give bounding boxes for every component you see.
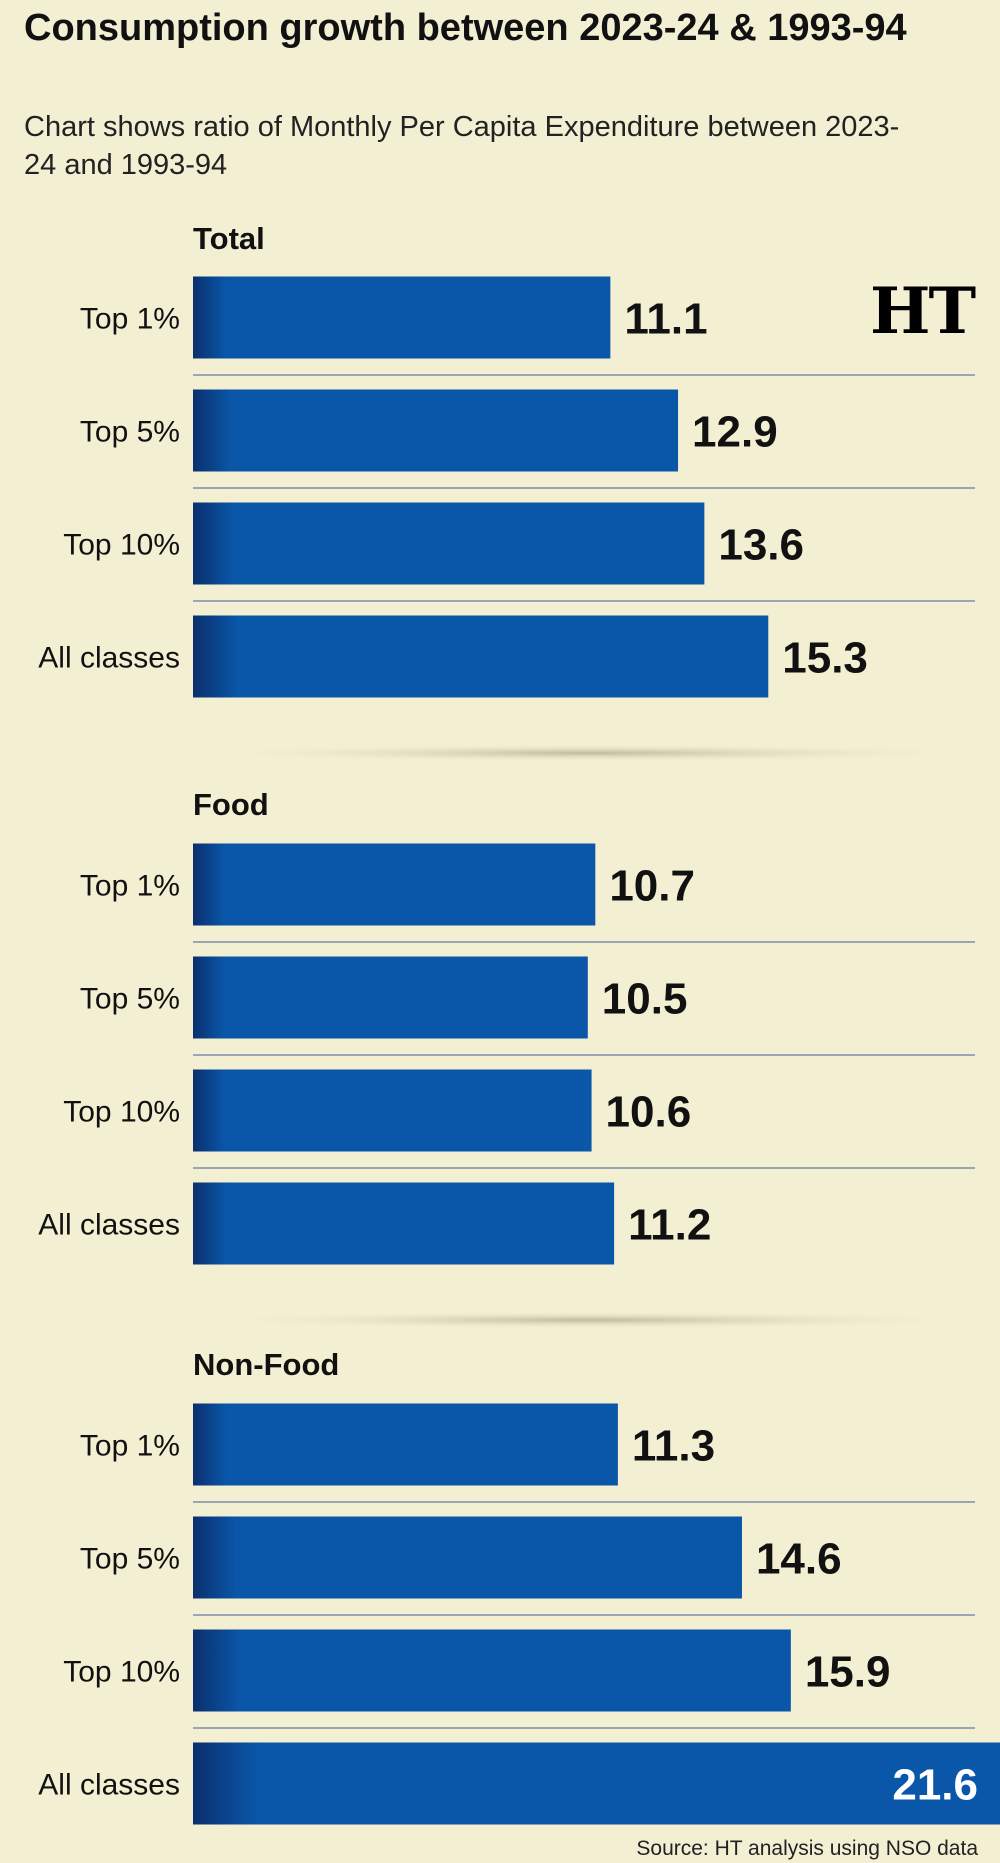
category-label: Top 10% bbox=[63, 1656, 180, 1689]
panel-title: Total bbox=[193, 221, 265, 256]
value-label: 10.7 bbox=[609, 862, 695, 911]
panel-title: Non-Food bbox=[193, 1347, 339, 1382]
value-label: 13.6 bbox=[718, 521, 804, 570]
bar bbox=[193, 1182, 615, 1265]
bar bbox=[193, 1629, 791, 1712]
category-label: All classes bbox=[38, 1209, 180, 1242]
bar bbox=[193, 956, 588, 1039]
bar bbox=[193, 1403, 618, 1486]
category-label: Top 5% bbox=[80, 983, 180, 1016]
value-label: 10.5 bbox=[602, 975, 688, 1024]
bar bbox=[193, 1069, 592, 1152]
source-note: Source: HT analysis using NSO data bbox=[636, 1837, 978, 1860]
panel-separator bbox=[190, 1311, 990, 1329]
panel-title: Food bbox=[193, 787, 269, 822]
category-label: All classes bbox=[38, 642, 180, 675]
chart-title: Consumption growth between 2023-24 & 199… bbox=[24, 7, 907, 49]
value-label: 21.6 bbox=[892, 1761, 978, 1810]
category-label: Top 1% bbox=[80, 1430, 180, 1463]
bar bbox=[193, 389, 679, 472]
category-label: All classes bbox=[38, 1769, 180, 1802]
bar bbox=[193, 615, 769, 698]
value-label: 10.6 bbox=[606, 1088, 692, 1137]
ht-logo: HT bbox=[870, 274, 976, 349]
category-label: Top 5% bbox=[80, 416, 180, 449]
value-label: 11.2 bbox=[628, 1201, 711, 1250]
category-label: Top 1% bbox=[80, 303, 180, 336]
value-label: 12.9 bbox=[692, 408, 778, 457]
bar bbox=[193, 1516, 742, 1599]
value-label: 11.3 bbox=[632, 1422, 715, 1471]
category-label: Top 10% bbox=[63, 529, 180, 562]
value-label: 11.1 bbox=[624, 295, 707, 344]
bar bbox=[193, 502, 705, 585]
bar bbox=[193, 1742, 1000, 1825]
bar bbox=[193, 276, 611, 359]
value-label: 14.6 bbox=[756, 1535, 842, 1584]
chart-subtitle: Chart shows ratio of Monthly Per Capita … bbox=[24, 111, 900, 181]
category-label: Top 5% bbox=[80, 1543, 180, 1576]
value-label: 15.3 bbox=[782, 634, 868, 683]
panel-separator bbox=[190, 744, 990, 762]
category-label: Top 10% bbox=[63, 1096, 180, 1129]
category-label: Top 1% bbox=[80, 870, 180, 903]
value-label: 15.9 bbox=[805, 1648, 891, 1697]
bar bbox=[193, 843, 596, 926]
